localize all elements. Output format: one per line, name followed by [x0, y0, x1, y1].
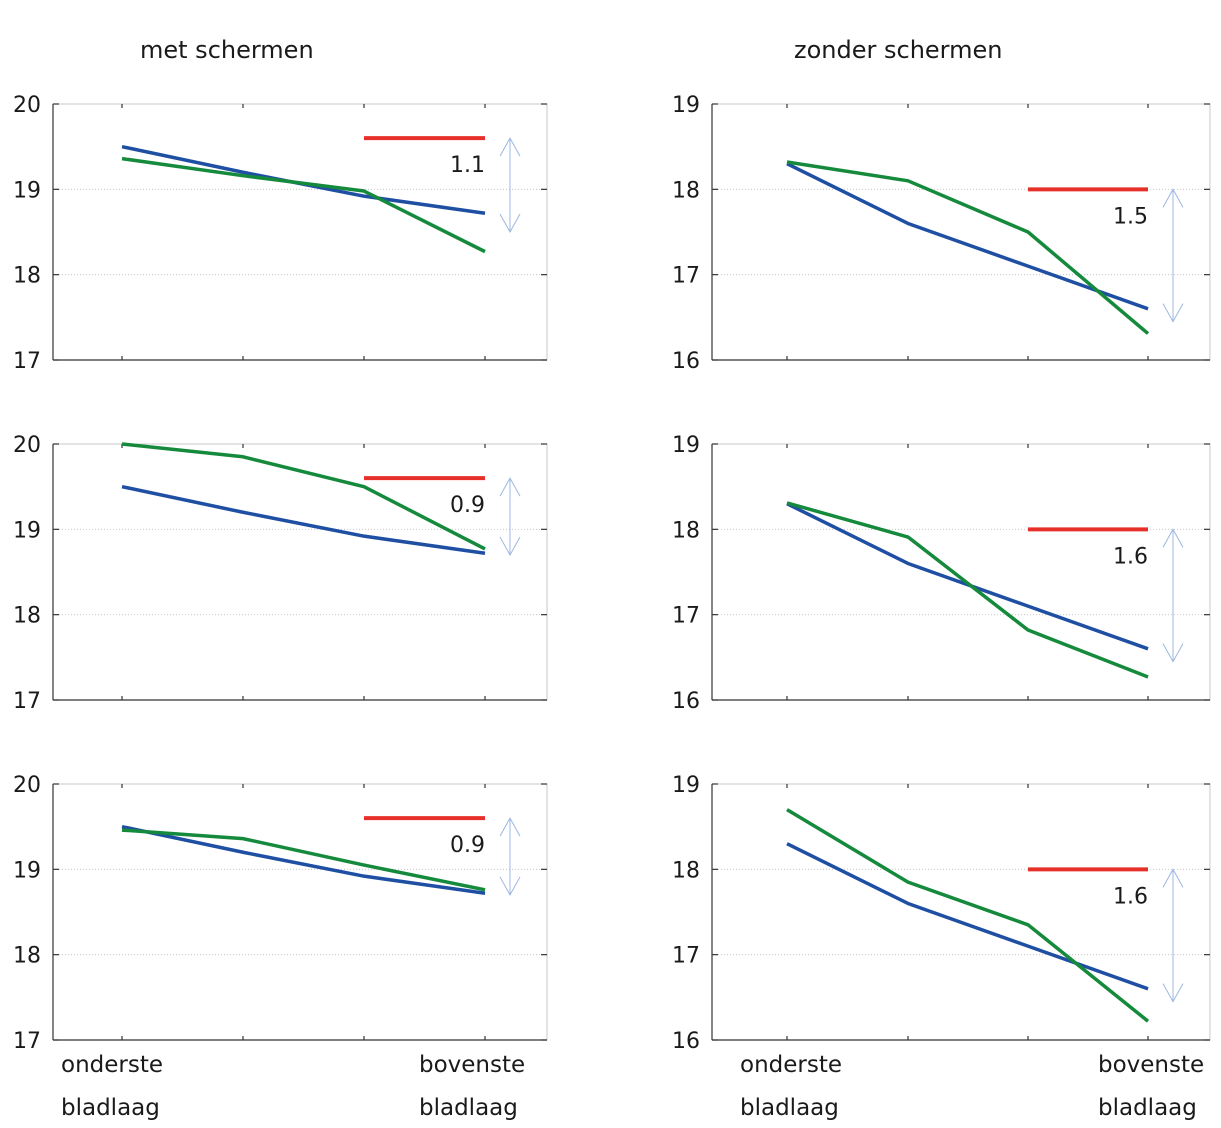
- y-tick-label: 20: [13, 433, 41, 458]
- y-tick-label: 18: [672, 858, 700, 883]
- plot-frame: [711, 783, 1211, 1041]
- y-tick-label: 18: [13, 944, 41, 969]
- arrow-head-top: [1162, 528, 1184, 548]
- y-tick-label: 19: [13, 178, 41, 203]
- arrow-head-top: [499, 137, 521, 157]
- series-line-green: [121, 442, 486, 551]
- arrow-head-bottom: [499, 213, 521, 234]
- arrow-head-bottom: [499, 536, 521, 556]
- x-category-last-line1: bovenste: [1098, 1052, 1205, 1078]
- y-tick-label: 17: [13, 1029, 41, 1054]
- arrow-head-bottom: [1162, 303, 1184, 323]
- y-tick-label: 20: [13, 93, 41, 118]
- plot-frame: [52, 783, 548, 1041]
- series-line-blue: [786, 502, 1149, 651]
- arrow-head-bottom: [1162, 643, 1184, 663]
- y-tick-label: 16: [672, 1029, 700, 1054]
- x-category-last-line2: bladlaag: [419, 1095, 518, 1121]
- y-tick-label: 18: [13, 264, 41, 289]
- series-line-green: [121, 156, 486, 254]
- y-tick-label: 18: [672, 518, 700, 543]
- difference-annotation: 0.9: [450, 833, 485, 858]
- x-category-first-line2: bladlaag: [61, 1095, 160, 1121]
- series-line-green: [786, 501, 1149, 679]
- series-line-green: [786, 808, 1150, 1023]
- y-tick-label: 17: [672, 604, 700, 629]
- arrow-head-top: [499, 477, 521, 497]
- y-tick-label: 20: [13, 773, 41, 798]
- y-tick-label: 19: [672, 773, 700, 798]
- difference-annotation: 0.9: [450, 493, 485, 518]
- arrow-head-top: [1162, 868, 1184, 888]
- difference-annotation: 1.5: [1113, 204, 1148, 229]
- series-line-blue: [121, 824, 486, 895]
- series-line-blue: [786, 162, 1149, 311]
- x-category-first-line1: onderste: [740, 1052, 843, 1078]
- column-title-right: zonder schermen: [794, 36, 1003, 64]
- y-tick-label: 19: [13, 518, 41, 543]
- y-tick-label: 17: [13, 349, 41, 374]
- y-tick-label: 17: [672, 944, 700, 969]
- series-line-green: [121, 828, 486, 892]
- x-category-first-line2: bladlaag: [740, 1095, 839, 1121]
- y-tick-label: 18: [13, 604, 41, 629]
- arrow-head-bottom: [499, 876, 521, 896]
- series-line-green: [786, 160, 1150, 335]
- difference-annotation: 1.1: [450, 153, 485, 178]
- arrow-head-top: [1162, 188, 1184, 208]
- y-tick-label: 19: [672, 433, 700, 458]
- y-tick-label: 16: [672, 349, 700, 374]
- y-tick-label: 18: [672, 178, 700, 203]
- y-tick-label: 16: [672, 689, 700, 714]
- plot-frame: [711, 443, 1211, 701]
- column-title-left: met schermen: [140, 36, 314, 64]
- x-category-last-line2: bladlaag: [1098, 1095, 1197, 1121]
- series-line-blue: [121, 144, 486, 215]
- plot-frame: [52, 443, 548, 701]
- series-line-blue: [786, 842, 1149, 991]
- series-line-blue: [121, 484, 486, 555]
- plot-frame: [52, 103, 548, 361]
- y-tick-label: 17: [13, 689, 41, 714]
- x-category-first-line1: onderste: [61, 1052, 164, 1078]
- arrow-head-top: [499, 817, 521, 837]
- x-category-last-line1: bovenste: [419, 1052, 526, 1078]
- y-tick-label: 17: [672, 264, 700, 289]
- arrow-head-bottom: [1162, 983, 1184, 1003]
- difference-annotation: 1.6: [1113, 544, 1148, 569]
- y-tick-label: 19: [13, 858, 41, 883]
- y-tick-label: 19: [672, 93, 700, 118]
- difference-annotation: 1.6: [1113, 884, 1148, 909]
